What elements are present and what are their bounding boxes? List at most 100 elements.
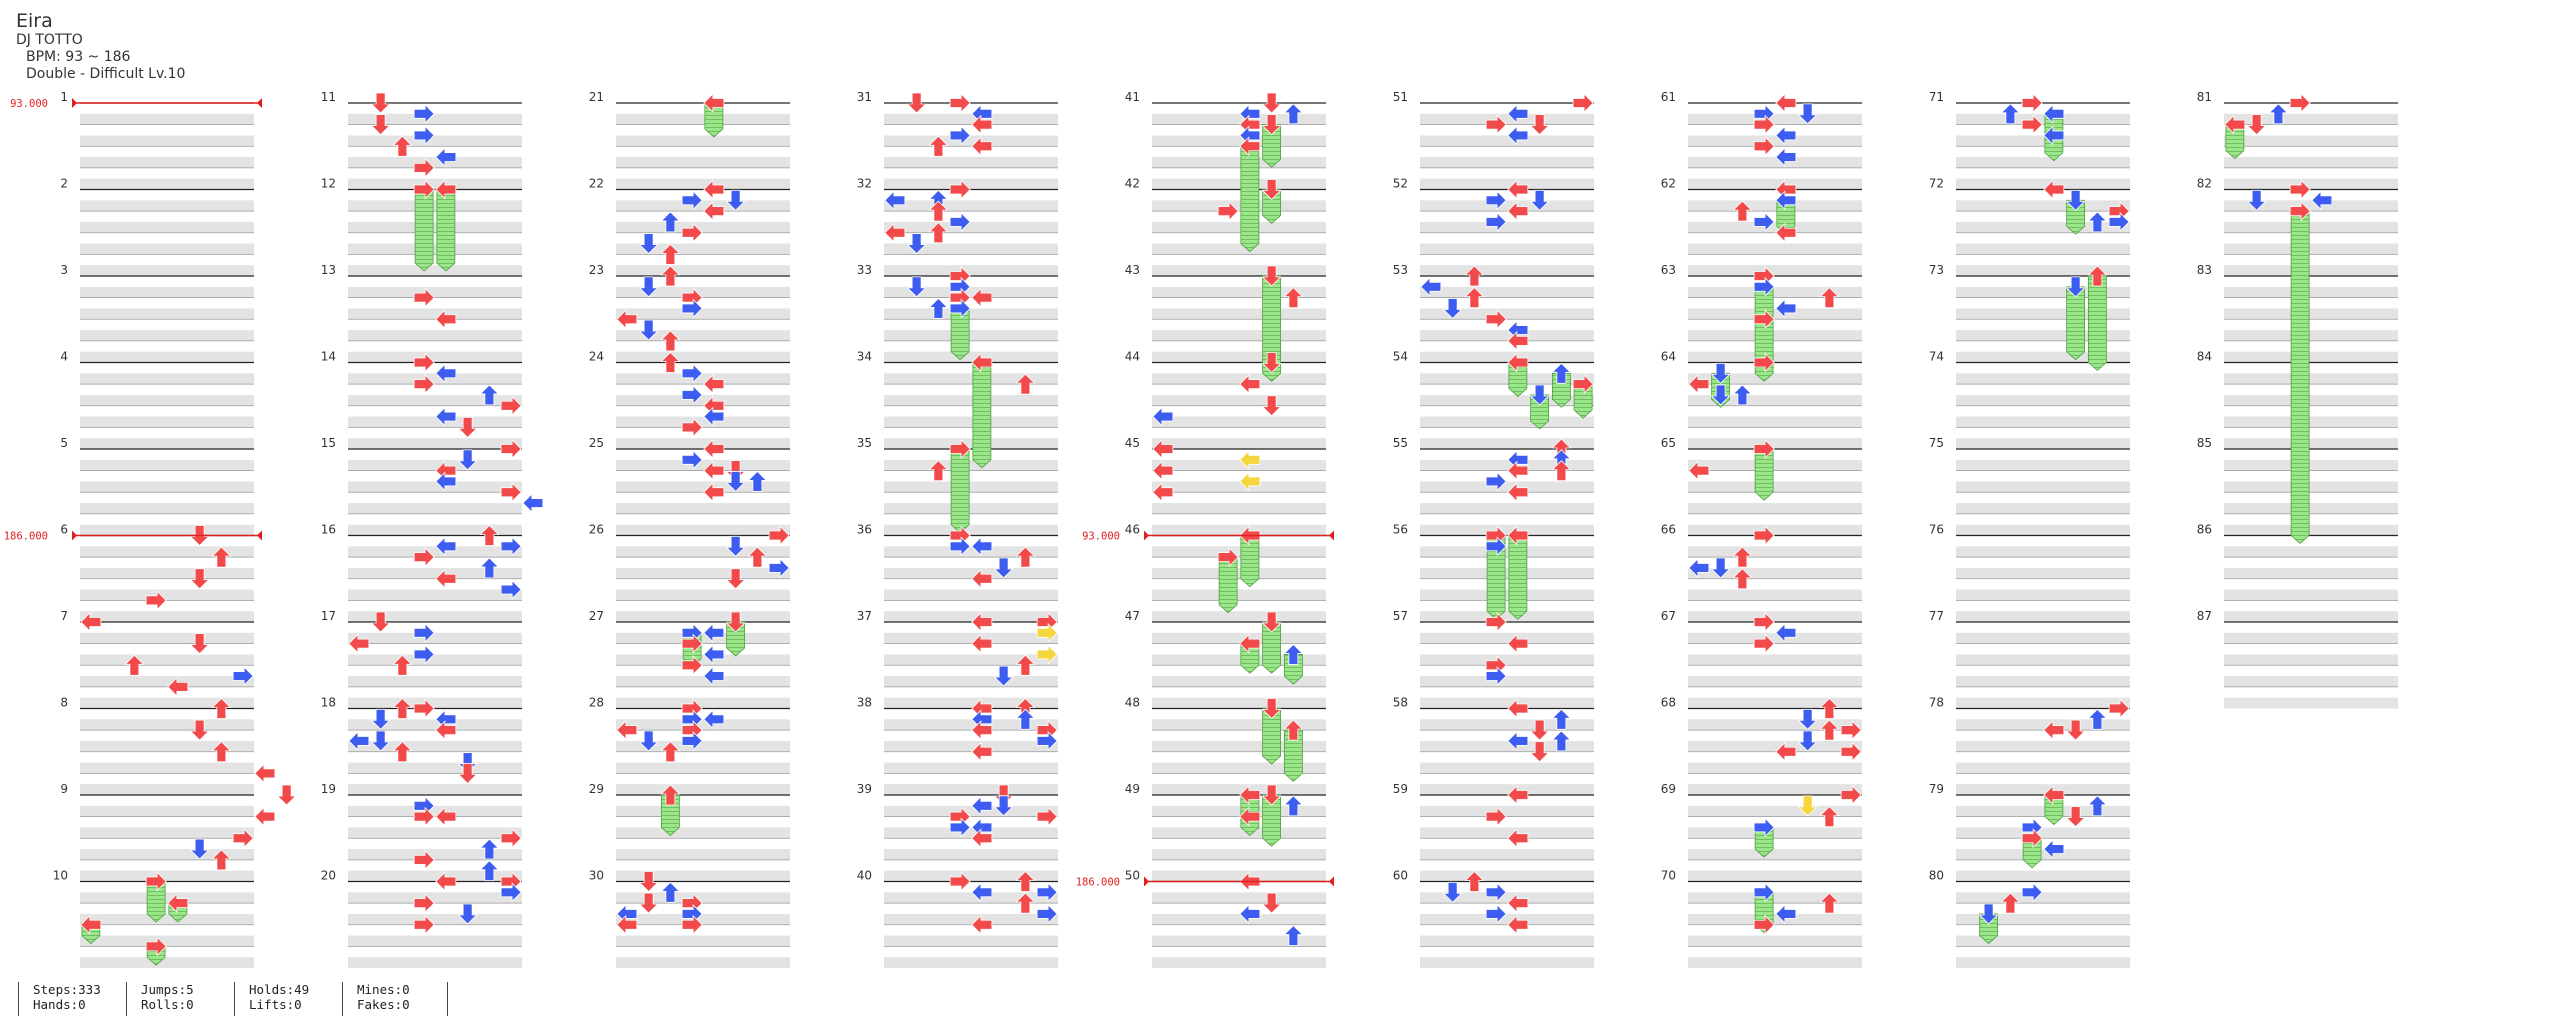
hold-note: [1262, 189, 1282, 224]
beat-band: [1420, 654, 1594, 666]
arrow-note: [1732, 200, 1753, 222]
measure-number: 41: [1125, 90, 1140, 104]
arrow-note: [1840, 785, 1862, 805]
arrow-note: [638, 730, 659, 752]
beat-band: [1420, 546, 1594, 558]
arrow-note: [1710, 384, 1731, 406]
measure-number: 19: [321, 782, 336, 796]
beat-band: [1420, 243, 1594, 255]
arrow-note: [949, 298, 971, 319]
beat-band: [80, 827, 254, 839]
beat-band: [884, 654, 1058, 666]
bpm-marker-right: [257, 530, 262, 541]
beat-band: [1420, 719, 1594, 731]
beat-band: [348, 935, 522, 947]
measure-number: 29: [589, 782, 604, 796]
arrow-note: [1732, 568, 1753, 590]
arrow-note: [928, 222, 949, 244]
arrow-note: [1775, 125, 1797, 146]
arrow-note: [348, 730, 370, 751]
beat-band: [348, 416, 522, 428]
beat-band: [1420, 330, 1594, 341]
beat-band: [1420, 221, 1594, 233]
arrow-note: [1775, 147, 1797, 168]
beat-band: [348, 373, 522, 385]
beat-band: [616, 113, 790, 125]
beat-band: [80, 503, 254, 514]
measure-number: 45: [1125, 436, 1140, 450]
beat-band: [1420, 373, 1594, 385]
beat-band: [348, 178, 522, 190]
arrow-note: [370, 708, 391, 730]
beat-band: [2224, 524, 2398, 536]
beat-band: [616, 243, 790, 255]
arrow-note: [703, 374, 725, 395]
beat-band: [1152, 740, 1326, 752]
measure-number: 3: [60, 263, 68, 277]
beat-band: [1956, 849, 2130, 860]
arrow-note: [457, 762, 478, 784]
beat-band: [1956, 265, 2130, 276]
arrow-note: [1283, 795, 1304, 817]
arrow-note: [413, 698, 435, 719]
beat-band: [1420, 632, 1594, 644]
arrow-note: [2224, 114, 2246, 135]
arrow-note: [500, 395, 522, 416]
beat-band: [80, 762, 254, 774]
hold-note: [146, 881, 166, 923]
mine-note: [1036, 644, 1058, 665]
arrow-note: [1507, 125, 1529, 146]
arrow-note: [522, 493, 544, 514]
beat-band: [616, 265, 790, 276]
beat-band: [1152, 676, 1326, 687]
beat-band: [1420, 157, 1594, 168]
stat-box: Holds:49 Lifts:0: [234, 982, 357, 1016]
arrow-note: [2087, 265, 2108, 287]
beat-band: [80, 438, 254, 449]
arrow-note: [971, 720, 993, 741]
arrow-note: [1753, 525, 1775, 546]
arrow-note: [1015, 546, 1036, 568]
stat-rolls: Rolls:0: [141, 997, 194, 1012]
arrow-note: [971, 795, 993, 816]
arrow-note: [1753, 211, 1775, 232]
arrow-note: [1283, 643, 1304, 665]
beat-band: [1420, 697, 1594, 709]
arrow-note: [1261, 179, 1282, 201]
arrow-note: [768, 525, 790, 546]
arrow-note: [638, 276, 659, 298]
arrow-note: [681, 363, 703, 384]
beat-band: [80, 892, 254, 904]
beat-band: [80, 697, 254, 709]
arrow-note: [616, 720, 638, 741]
arrow-note: [1015, 892, 1036, 914]
beat-band: [348, 481, 522, 493]
arrow-note: [1753, 914, 1775, 935]
measure-number: 27: [589, 609, 604, 623]
arrow-note: [413, 622, 435, 643]
beat-band: [348, 632, 522, 644]
beat-band: [1956, 870, 2130, 882]
beat-band: [1420, 503, 1594, 514]
measure-number: 56: [1393, 523, 1408, 537]
beat-band: [1152, 286, 1326, 298]
beat-band: [1956, 762, 2130, 774]
measure-number: 85: [2197, 436, 2212, 450]
beat-band: [1956, 805, 2130, 817]
beat-band: [1420, 481, 1594, 493]
beat-band: [1420, 957, 1594, 968]
beat-band: [80, 416, 254, 428]
beat-band: [2224, 459, 2398, 471]
beat-band: [2224, 697, 2398, 709]
beat-band: [616, 957, 790, 968]
arrow-note: [2000, 103, 2021, 125]
arrow-note: [703, 460, 725, 481]
beat-band: [616, 676, 790, 687]
beat-band: [1688, 957, 1862, 968]
arrow-note: [1217, 547, 1239, 568]
measure-number: 2: [60, 177, 68, 191]
arrow-note: [1753, 882, 1775, 903]
measure-number: 14: [321, 350, 336, 364]
beat-band: [1420, 265, 1594, 276]
beat-band: [616, 697, 790, 709]
